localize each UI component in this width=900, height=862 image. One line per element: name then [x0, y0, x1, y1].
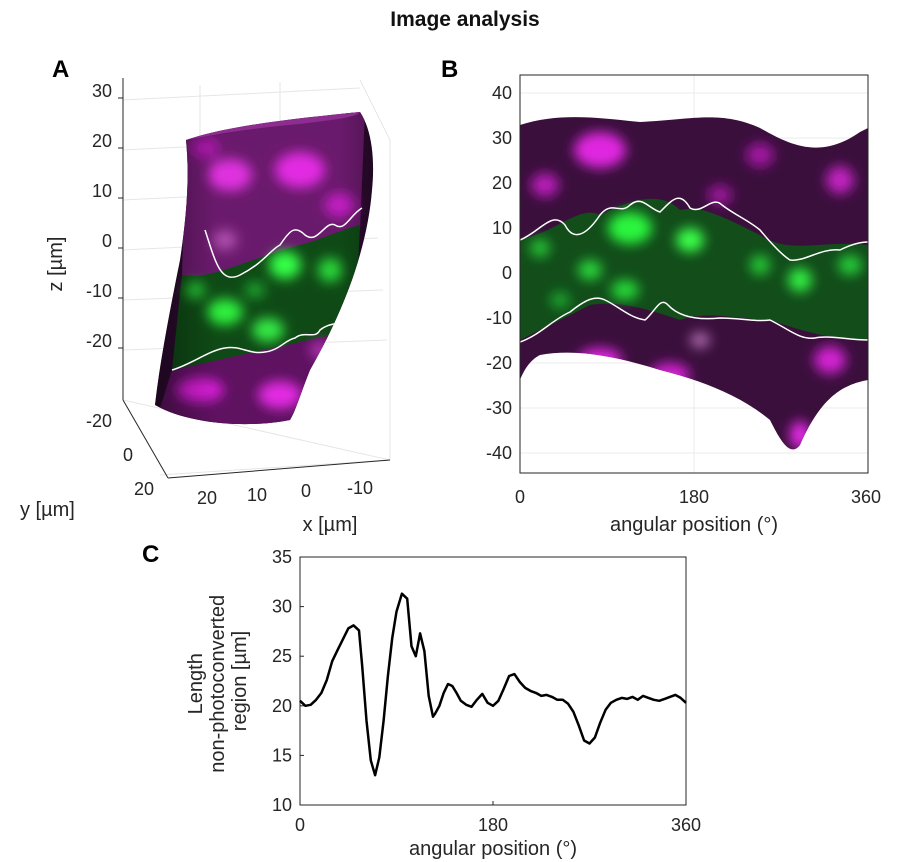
panel-c-ytick: 35: [272, 547, 292, 567]
panel-c-ylabel: Length non-photoconverted region [µm]: [185, 589, 251, 772]
panel-a-ztick: 10: [92, 181, 112, 201]
panel-c-ytick: 10: [272, 795, 292, 815]
panel-c-label: C: [142, 541, 160, 568]
panel-b-xlabel: angular position (°): [610, 514, 778, 536]
panel-b-map: 40 30 20 10 0 -10 -20 -30 -40 0 180 360 …: [486, 74, 881, 536]
panel-b-boundary-top: [520, 197, 868, 261]
panel-b-ytick: 30: [492, 128, 512, 148]
panel-a-xlabel: x [µm]: [303, 514, 358, 536]
panel-c-xtick: 180: [478, 815, 508, 835]
panel-c-ylabel-line: non-photoconverted: [207, 595, 229, 773]
panel-a-ylabel: y [µm]: [20, 499, 75, 521]
figure-title: Image analysis: [390, 8, 540, 31]
panel-b-xtick: 360: [851, 487, 881, 507]
panel-b-boundary-bottom: [520, 297, 868, 343]
panel-b-ytick: -10: [486, 308, 512, 328]
panel-a-ztick: 0: [102, 231, 112, 251]
panel-b-label: B: [441, 56, 459, 83]
panel-b-ytick: 20: [492, 173, 512, 193]
panel-c-xtick: 0: [295, 815, 305, 835]
panel-b-xtick: 0: [515, 487, 525, 507]
panel-a-xtick: 10: [247, 485, 267, 505]
panel-b-ytick: -40: [486, 443, 512, 463]
panel-a-label: A: [52, 56, 70, 83]
panel-c-ytick: 20: [272, 696, 292, 716]
length-series-line: [299, 592, 687, 777]
panel-a-ztick: 20: [92, 131, 112, 151]
panel-b-ytick: 0: [502, 263, 512, 283]
panel-a-ztick: 30: [92, 81, 112, 101]
panel-c-xtick: 360: [671, 815, 701, 835]
panel-c-chart: 10 15 20 25 30 35 0 180 360 angular position (°…: [185, 547, 701, 860]
panel-c-ylabel-line: Length: [185, 653, 207, 714]
panel-a-axes: [118, 78, 391, 479]
panel-a-ytick: -20: [86, 411, 112, 431]
panel-a-boundary-top: [204, 207, 363, 278]
panel-a-xtick: 20: [197, 488, 217, 508]
panel-a-ztick: -20: [86, 331, 112, 351]
panel-b-ytick: 10: [492, 218, 512, 238]
panel-a-rim: [186, 112, 360, 140]
panel-a-3d-plot: 30 20 10 0 -10 -20 z [µm] -20 0 20 y [µm…: [20, 78, 391, 536]
panel-c-xlabel: angular position (°): [409, 838, 577, 860]
panel-b-xtick: 180: [679, 487, 709, 507]
panel-c-ytick: 30: [272, 597, 292, 617]
panel-a-xtick: -10: [347, 478, 373, 498]
panel-a-ztick: -10: [86, 281, 112, 301]
panel-a-surface: [155, 112, 374, 425]
panel-c-ylabel-line: region [µm]: [229, 631, 251, 731]
panel-c-ytick: 15: [272, 745, 292, 765]
panel-c-frame: [299, 556, 687, 806]
panel-b-ytick: 40: [492, 83, 512, 103]
panel-b-ytick: -30: [486, 398, 512, 418]
panel-b-frame: [519, 74, 869, 474]
panel-a-boundary-bottom: [171, 317, 351, 371]
panel-a-xtick: 0: [301, 481, 311, 501]
panel-a-zlabel: z [µm]: [45, 237, 67, 292]
panel-a-ytick: 0: [123, 445, 133, 465]
panel-c-ytick: 25: [272, 646, 292, 666]
panel-b-ytick: -20: [486, 353, 512, 373]
panel-a-ytick: 20: [134, 479, 154, 499]
